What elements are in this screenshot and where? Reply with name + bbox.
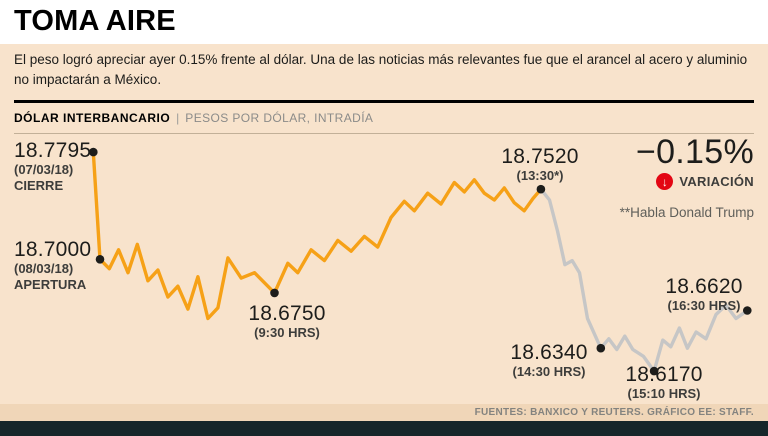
apertura-caption: APERTURA — [14, 277, 87, 292]
1510-caption: (15:10 HRS) — [627, 386, 701, 401]
1630-value: 18.6620 — [665, 275, 743, 298]
marker-1510 — [649, 366, 659, 376]
1510-value: 18.6170 — [625, 363, 703, 386]
apertura-date: (08/03/18) — [14, 261, 74, 276]
page-title: TOMA AIRE — [14, 5, 176, 37]
section-header: DÓLAR INTERBANCARIO | PESOS POR DÓLAR, INT… — [14, 100, 754, 134]
apertura-value: 18.7000 — [14, 238, 92, 261]
intraday-line-chart — [89, 147, 752, 376]
subtitle: El peso logró apreciar ayer 0.15% frente… — [14, 52, 748, 88]
label-0930: 18.6750 (9:30 HRS) — [227, 302, 347, 341]
variation-block: −0.15% ↓ VARIACIÓN — [636, 134, 754, 190]
cierre-value: 18.7795 — [14, 139, 92, 162]
0930-caption: (9:30 HRS) — [254, 325, 320, 340]
marker-cierre — [89, 147, 98, 157]
1430-value: 18.6340 — [510, 341, 588, 364]
series-antes-de-declaraciones — [91, 150, 543, 321]
arrow-down-circle-icon: ↓ — [656, 173, 674, 190]
label-1630: 18.6620 (16:30 HRS) — [645, 275, 763, 314]
section-title: DÓLAR INTERBANCARIO — [14, 111, 171, 125]
variation-label: VARIACIÓN — [679, 174, 754, 189]
label-apertura: 18.7000 (08/03/18) APERTURA — [14, 238, 91, 293]
1430-caption: (14:30 HRS) — [512, 364, 586, 379]
section-subtitle: PESOS POR DÓLAR, INTRADÍA — [185, 111, 374, 125]
0930-value: 18.6750 — [248, 302, 326, 325]
section-separator: | — [176, 111, 180, 125]
1330-value: 18.7520 — [501, 145, 579, 168]
marker-0930 — [270, 288, 279, 298]
trump-annotation: **Habla Donald Trump — [619, 205, 754, 220]
variation-value: −0.15% — [635, 133, 754, 171]
label-1430: 18.6340 (14:30 HRS) — [490, 341, 608, 380]
marker-1430 — [596, 343, 606, 353]
1630-caption: (16:30 HRS) — [667, 298, 741, 313]
label-1330: 18.7520 (13:30*) — [478, 145, 602, 184]
bottom-accent-bar — [0, 421, 768, 436]
variation-row: ↓ VARIACIÓN — [636, 173, 754, 190]
source-bar: FUENTES: BANXICO Y REUTERS. GRÁFICO EE: … — [0, 404, 768, 421]
chart-series — [91, 150, 749, 373]
marker-1330 — [536, 184, 546, 194]
title-band: TOMA AIRE — [0, 0, 768, 44]
1330-caption: (13:30*) — [516, 168, 564, 183]
cierre-date: (07/03/18) — [14, 162, 74, 177]
series-despues-de-declaraciones — [539, 187, 749, 373]
label-1510: 18.6170 (15:10 HRS) — [605, 363, 723, 402]
marker-1630 — [743, 306, 752, 315]
chart-markers — [89, 147, 752, 376]
cierre-caption: CIERRE — [14, 178, 64, 193]
label-cierre: 18.7795 (07/03/18) CIERRE — [14, 139, 91, 194]
source-note: FUENTES: BANXICO Y REUTERS. GRÁFICO EE: … — [474, 407, 754, 418]
marker-apertura — [95, 255, 105, 264]
